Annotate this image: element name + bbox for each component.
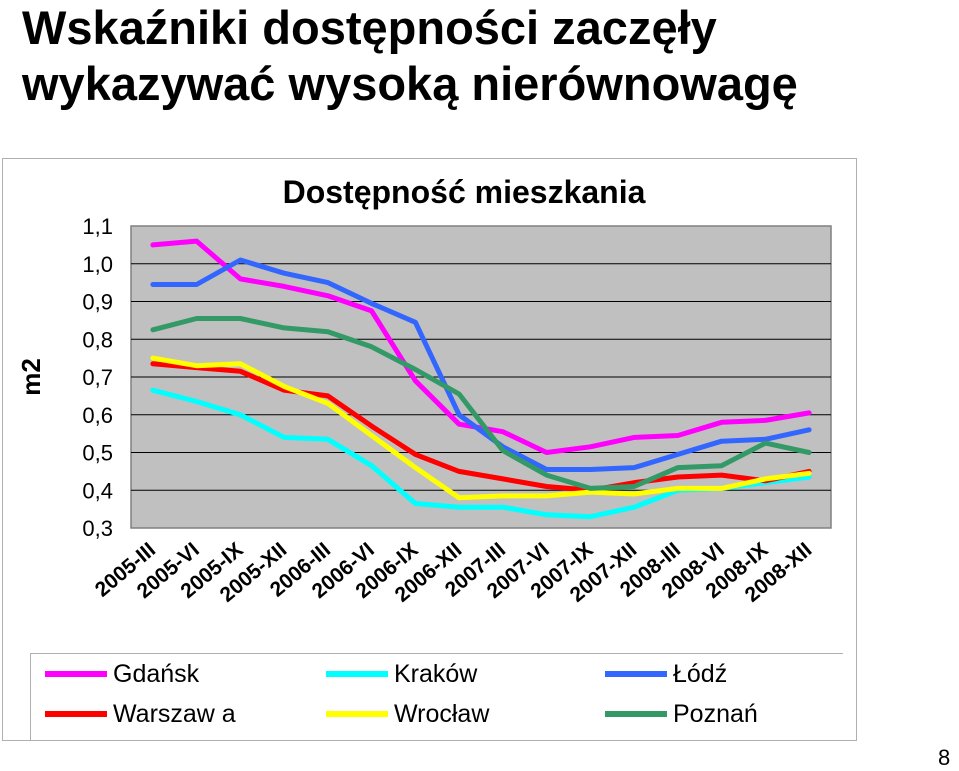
y-tick-label: 1,0 bbox=[82, 252, 113, 277]
series-line-wrocaw bbox=[150, 355, 812, 501]
y-tick-label: 0,9 bbox=[82, 290, 113, 315]
y-tick-label: 0,3 bbox=[82, 516, 113, 541]
legend: Gdańsk Kraków Łódź Warszaw a Wrocław Poz… bbox=[30, 653, 843, 740]
legend-item-lodz: Łódź bbox=[605, 654, 727, 694]
legend-label-wroclaw: Wrocław bbox=[394, 699, 490, 728]
legend-swatch-gdansk bbox=[45, 671, 107, 677]
legend-item-poznan: Poznań bbox=[605, 694, 758, 734]
legend-label-poznan: Poznań bbox=[673, 699, 758, 728]
legend-label-krakow: Kraków bbox=[394, 659, 478, 688]
slide-title: Wskaźniki dostępności zaczęły wykazywać … bbox=[22, 0, 922, 112]
y-tick-label: 0,4 bbox=[82, 478, 113, 503]
legend-swatch-warszawa bbox=[45, 711, 107, 717]
legend-item-wroclaw: Wrocław bbox=[326, 694, 489, 734]
legend-label-lodz: Łódź bbox=[673, 659, 728, 688]
legend-swatch-lodz bbox=[605, 671, 667, 677]
page-number: 8 bbox=[938, 745, 951, 770]
series-line-pozna bbox=[150, 316, 812, 491]
y-tick-label: 0,8 bbox=[82, 327, 113, 352]
legend-swatch-krakow bbox=[326, 671, 388, 677]
legend-swatch-wroclaw bbox=[326, 711, 388, 717]
chart-title: Dostępność mieszkania bbox=[283, 174, 646, 210]
legend-swatch-poznan bbox=[605, 711, 667, 717]
slide-title-line-2: wykazywać wysoką nierównowagę bbox=[22, 57, 798, 110]
y-tick-label: 0,7 bbox=[82, 365, 113, 390]
legend-label-gdansk: Gdańsk bbox=[113, 659, 200, 688]
y-tick-label: 0,6 bbox=[82, 403, 113, 428]
legend-label-warszawa: Warszaw a bbox=[113, 699, 236, 728]
y-axis-label: m2 bbox=[16, 358, 46, 396]
series-line-d bbox=[150, 257, 812, 472]
line-chart: Dostępność mieszkania m2 1,1 1,0 0,9 0,8 0,7… bbox=[16, 174, 832, 607]
legend-item-gdansk: Gdańsk bbox=[45, 654, 199, 694]
slide-title-line-1: Wskaźniki dostępności zaczęły bbox=[22, 1, 717, 54]
y-tick-label: 1,1 bbox=[82, 214, 113, 239]
legend-item-krakow: Kraków bbox=[326, 654, 477, 694]
series-line-warszawa bbox=[150, 361, 812, 493]
y-tick-label: 0,5 bbox=[82, 441, 113, 466]
legend-item-warszawa: Warszaw a bbox=[45, 694, 236, 734]
